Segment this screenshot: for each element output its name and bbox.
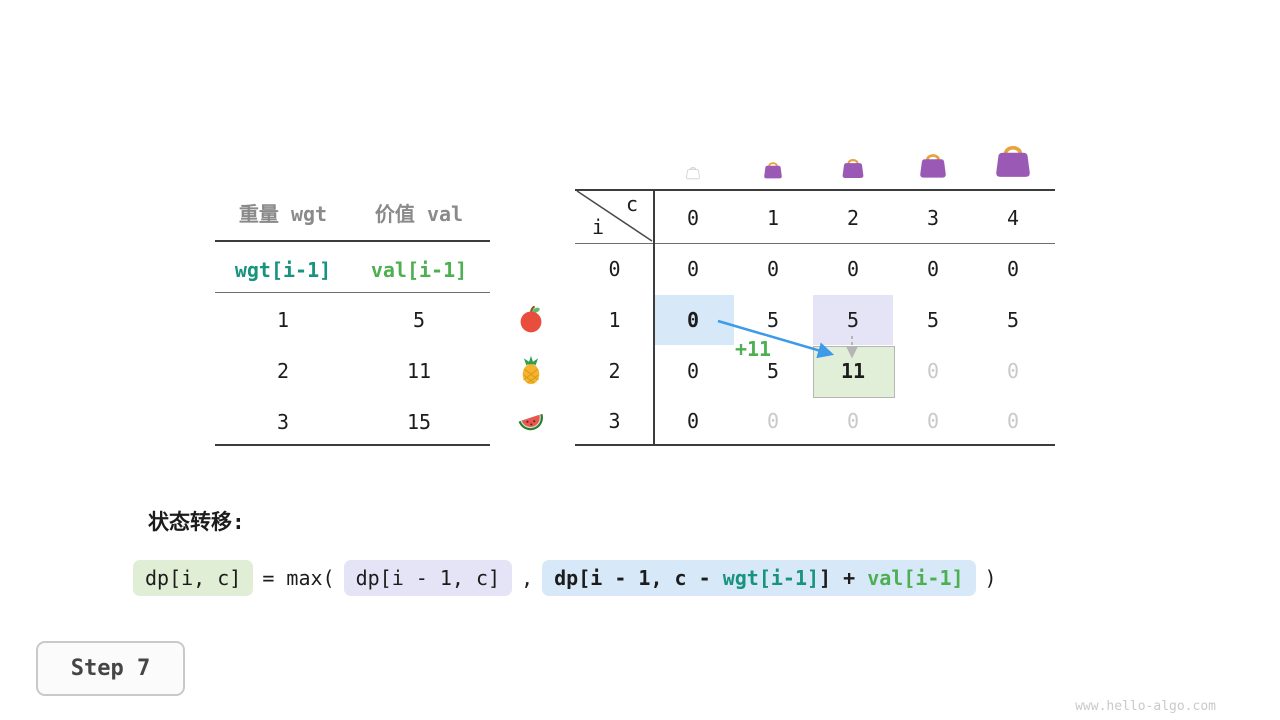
- item-3-value: 15: [406, 410, 432, 434]
- dp-row-header-1: 1: [608, 308, 621, 332]
- dp-row-header-0: 0: [608, 257, 621, 281]
- dp-cell-1-2: 5: [846, 308, 860, 332]
- bag-icon-capacity-2: [840, 154, 866, 184]
- formula-lhs-pill: dp[i, c]: [133, 560, 254, 596]
- corner-col-var: c: [625, 192, 639, 216]
- dp-cell-0-4: 0: [1006, 257, 1020, 281]
- dp-cell-3-2: 0: [846, 409, 860, 433]
- bag-icon-capacity-1: [762, 158, 784, 184]
- dp-cell-0-1: 0: [766, 257, 780, 281]
- items-table-top-rule: [215, 240, 490, 242]
- dp-cell-3-1: 0: [766, 409, 780, 433]
- dp-table-top-rule: [575, 189, 1055, 191]
- dp-col-header-3: 3: [926, 206, 940, 230]
- formula-term2-prefix: dp[i - 1, c -: [554, 566, 723, 590]
- bag-icon-capacity-4: [992, 138, 1034, 184]
- dp-cell-2-1: 5: [766, 359, 780, 383]
- dp-table-bottom-rule: [575, 444, 1055, 446]
- dp-cell-1-4: 5: [1006, 308, 1020, 332]
- corner-row-var: i: [591, 215, 605, 239]
- bag-icon-capacity-0: [685, 164, 701, 184]
- formula-separator: ,: [521, 566, 534, 590]
- dp-col-header-2: 2: [846, 206, 860, 230]
- formula-equals: = max(: [262, 566, 335, 590]
- apple-icon: [516, 304, 546, 338]
- items-table-bottom-rule: [215, 444, 490, 446]
- dp-col-header-1: 1: [766, 206, 780, 230]
- dp-cell-2-3: 0: [926, 359, 940, 383]
- items-formula-wgt: wgt[i-1]: [234, 258, 332, 282]
- watermark: www.hello-algo.com: [1075, 699, 1216, 714]
- dp-table-header-rule: [575, 243, 1055, 244]
- dp-cell-3-4: 0: [1006, 409, 1020, 433]
- dp-col-header-4: 4: [1006, 206, 1020, 230]
- dp-cell-1-0: 0: [686, 308, 700, 332]
- dp-row-header-2: 2: [608, 359, 621, 383]
- items-table-mid-rule: [215, 292, 490, 293]
- pineapple-icon: [516, 355, 546, 389]
- item-3-weight: 3: [276, 410, 290, 434]
- dp-cell-3-0: 0: [686, 409, 700, 433]
- dp-cell-2-2: 11: [840, 359, 866, 383]
- dp-table-vertical-rule: [653, 189, 655, 446]
- dp-cell-1-3: 5: [926, 308, 940, 332]
- bag-icon-capacity-3: [917, 148, 949, 184]
- dp-cell-0-2: 0: [846, 257, 860, 281]
- items-header-value: 价值 val: [374, 201, 464, 226]
- formula-term1-pill: dp[i - 1, c]: [343, 560, 513, 596]
- dp-row-header-3: 3: [608, 409, 621, 433]
- items-formula-val: val[i-1]: [370, 258, 468, 282]
- dp-cell-2-0: 0: [686, 359, 700, 383]
- dp-cell-0-3: 0: [926, 257, 940, 281]
- formula-term2-pill: dp[i - 1, c - wgt[i-1]] + val[i-1]: [542, 560, 976, 596]
- item-1-weight: 1: [276, 308, 290, 332]
- formula-term2-val: val[i-1]: [867, 566, 964, 590]
- step-badge: Step 7: [36, 641, 185, 696]
- formula-term2-wgt: wgt[i-1]: [722, 566, 820, 590]
- dp-cell-2-4: 0: [1006, 359, 1020, 383]
- transition-gain-label: +11: [734, 337, 772, 361]
- transition-section-label: 状态转移:: [148, 510, 245, 534]
- watermelon-icon: [516, 406, 546, 440]
- item-2-weight: 2: [276, 359, 290, 383]
- transition-formula: dp[i, c] = max( dp[i - 1, c] , dp[i - 1,…: [133, 560, 997, 596]
- items-header-weight: 重量 wgt: [238, 201, 328, 226]
- item-2-value: 11: [406, 359, 432, 383]
- dp-col-header-0: 0: [686, 206, 700, 230]
- dp-cell-3-3: 0: [926, 409, 940, 433]
- dp-cell-0-0: 0: [686, 257, 700, 281]
- formula-term2-middle: ] +: [819, 566, 868, 590]
- item-1-value: 5: [412, 308, 426, 332]
- formula-closing: ): [984, 566, 997, 590]
